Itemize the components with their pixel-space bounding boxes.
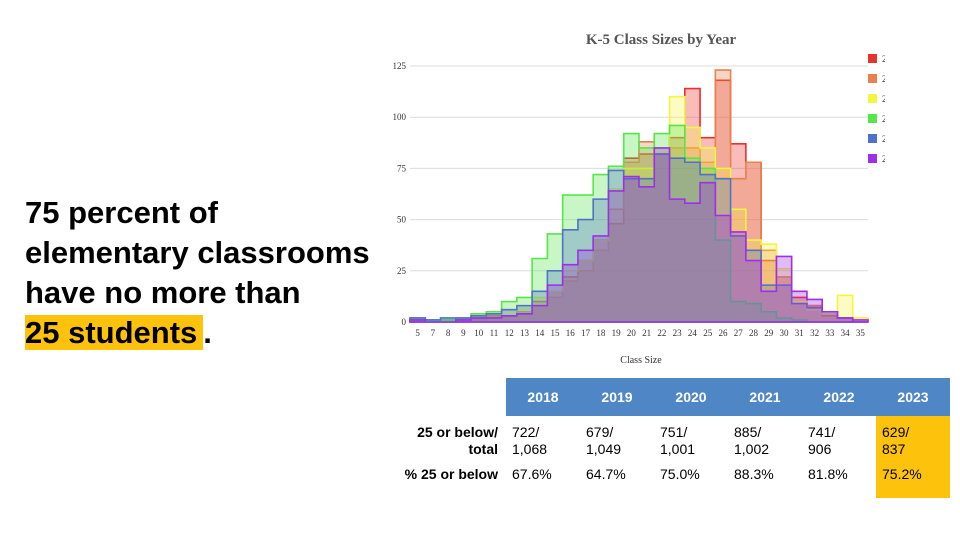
stats-count-2020: 751/1,001 — [660, 424, 696, 457]
y-tick-label-100: 100 — [393, 112, 407, 122]
y-tick-label-0: 0 — [402, 317, 407, 327]
stats-count-2022: 741/906 — [808, 424, 836, 457]
y-tick-label-50: 50 — [397, 215, 407, 225]
legend-swatch-2019 — [868, 74, 877, 83]
headline: 75 percent of elementary classrooms have… — [25, 193, 405, 353]
stats-row-percent: % 25 or below 67.6% 64.7% 75.0% 88.3% 81… — [398, 464, 950, 498]
series-area-2023 — [409, 147, 869, 323]
x-tick-label-22: 22 — [657, 328, 666, 338]
x-tick-label-20: 20 — [627, 328, 637, 338]
x-tick-label-25: 25 — [703, 328, 713, 338]
headline-line-3: have no more than — [25, 275, 301, 310]
x-tick-label-35: 35 — [856, 328, 866, 338]
x-tick-label-17: 17 — [581, 328, 591, 338]
y-tick-label-25: 25 — [397, 266, 407, 276]
x-tick-label-31: 31 — [795, 328, 804, 338]
stats-count-2023: 629/837 — [876, 416, 950, 464]
legend-label-2019: 2019 — [882, 74, 885, 84]
y-tick-label-75: 75 — [397, 163, 407, 173]
legend-swatch-2020 — [868, 94, 877, 103]
stats-table: 2018 2019 2020 2021 2022 2023 25 or belo… — [398, 378, 950, 498]
chart-title: K-5 Class Sizes by Year — [586, 32, 737, 48]
x-tick-label-16: 16 — [566, 328, 576, 338]
x-tick-label-29: 29 — [764, 328, 774, 338]
x-tick-label-30: 30 — [780, 328, 790, 338]
x-tick-label-27: 27 — [734, 328, 744, 338]
stats-pct-2021: 88.3% — [734, 466, 774, 482]
legend-label-2021: 2021 — [882, 114, 885, 124]
x-tick-label-28: 28 — [749, 328, 759, 338]
headline-line-1: 75 percent of — [25, 195, 218, 230]
x-tick-label-18: 18 — [596, 328, 606, 338]
stats-count-2019: 679/1,049 — [586, 424, 622, 457]
stats-header-2019: 2019 — [580, 378, 654, 416]
stats-header-2018: 2018 — [506, 378, 580, 416]
stats-pct-2018: 67.6% — [512, 466, 552, 482]
x-tick-label-19: 19 — [612, 328, 622, 338]
x-tick-label-10: 10 — [474, 328, 484, 338]
x-tick-label-12: 12 — [505, 328, 514, 338]
stats-header-2021: 2021 — [728, 378, 802, 416]
stats-row-count: 25 or below/total 722/1,068 679/1,049 75… — [398, 416, 950, 464]
headline-line-4: 25 students. — [25, 313, 405, 353]
x-tick-label-5: 5 — [415, 328, 420, 338]
stats-row-percent-label: % 25 or below — [404, 466, 498, 482]
stats-count-2021: 885/1,002 — [734, 424, 770, 457]
stats-header-row: 2018 2019 2020 2021 2022 2023 — [398, 378, 950, 416]
stats-header-2020: 2020 — [654, 378, 728, 416]
legend-swatch-2023 — [868, 154, 877, 163]
stats-pct-2022: 81.8% — [808, 466, 848, 482]
x-tick-label-14: 14 — [535, 328, 545, 338]
stats-pct-2019: 64.7% — [586, 466, 626, 482]
legend-swatch-2022 — [868, 134, 877, 143]
x-tick-label-15: 15 — [551, 328, 561, 338]
legend-label-2018: 2018 — [882, 54, 885, 64]
x-tick-label-11: 11 — [490, 328, 499, 338]
headline-period: . — [203, 315, 212, 350]
x-tick-label-7: 7 — [431, 328, 436, 338]
legend-label-2020: 2020 — [882, 94, 885, 104]
chart-x-ticks: 5 7 8 9 10 11 12 13 14 15 16 17 18 19 20 21 22 23 24 25 26 27… — [415, 328, 865, 338]
x-tick-label-32: 32 — [810, 328, 819, 338]
legend-swatch-2018 — [868, 54, 877, 63]
stats-count-2018: 722/1,068 — [512, 424, 548, 457]
y-tick-label-125: 125 — [393, 61, 407, 71]
legend-label-2022: 2022 — [882, 134, 885, 144]
headline-highlight: 25 students — [25, 315, 204, 350]
headline-line-2: elementary classrooms — [25, 235, 370, 270]
chart-legend: 2018 2019 2020 2021 2022 2023 — [868, 54, 885, 164]
stats-header-2022: 2022 — [802, 378, 876, 416]
x-tick-label-24: 24 — [688, 328, 698, 338]
legend-label-2023: 2023 — [882, 154, 885, 164]
stats-pct-2020: 75.0% — [660, 466, 700, 482]
x-tick-label-9: 9 — [461, 328, 466, 338]
x-tick-label-26: 26 — [718, 328, 728, 338]
x-tick-label-33: 33 — [825, 328, 835, 338]
stats-header-2023: 2023 — [876, 378, 950, 416]
chart-x-axis-label: Class Size — [620, 355, 662, 366]
x-tick-label-13: 13 — [520, 328, 530, 338]
legend-swatch-2021 — [868, 114, 877, 123]
x-tick-label-21: 21 — [642, 328, 651, 338]
stats-pct-2023: 75.2% — [876, 464, 950, 498]
x-tick-label-23: 23 — [673, 328, 683, 338]
stats-corner-cell — [398, 378, 506, 416]
chart-y-ticks: 0 25 50 75 100 125 — [393, 61, 407, 327]
stats-row-count-label: 25 or below/total — [417, 424, 498, 457]
x-tick-label-8: 8 — [446, 328, 451, 338]
x-tick-label-34: 34 — [841, 328, 851, 338]
chart-series — [409, 69, 869, 323]
class-size-chart: K-5 Class Sizes by Year 0 25 50 75 100 125 5 7… — [393, 32, 886, 366]
